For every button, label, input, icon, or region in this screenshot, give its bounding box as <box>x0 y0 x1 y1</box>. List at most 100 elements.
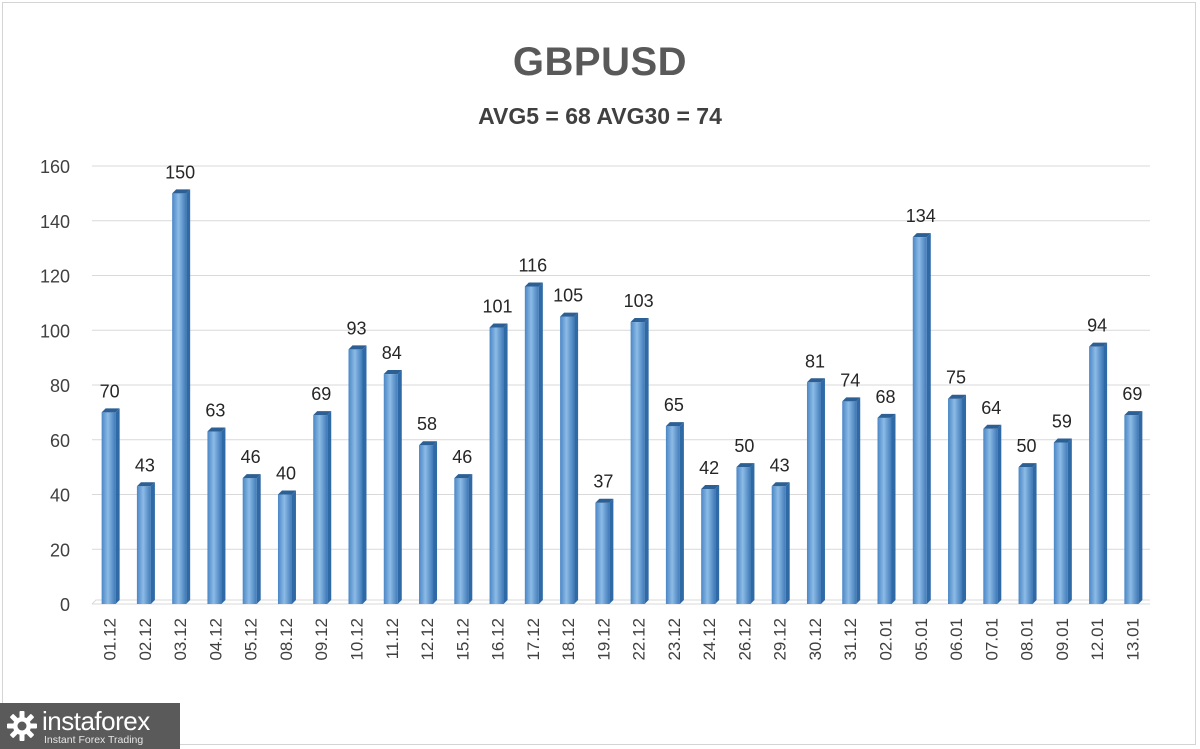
x-tick-label: 02.01 <box>877 618 896 661</box>
bar-side <box>115 408 120 604</box>
bar-front <box>101 412 116 604</box>
bar-top <box>207 427 226 432</box>
bar-side <box>574 312 579 604</box>
bar-front <box>842 401 857 604</box>
x-tick-label: 16.12 <box>489 618 508 661</box>
data-labels: 70 43 150 63 46 40 69 93 84 58 46 101 116 105 37 103 65 4… <box>100 162 1143 491</box>
y-axis-ticks: 0 20 40 60 80 100 120 140 160 <box>40 157 70 615</box>
data-label: 103 <box>624 291 654 311</box>
bar <box>983 424 1002 604</box>
bar-top <box>560 312 579 317</box>
bar-top <box>806 378 825 383</box>
bar-top <box>383 370 402 375</box>
bar-side <box>1103 342 1108 604</box>
bar <box>877 413 896 604</box>
x-tick-label: 10.12 <box>348 618 367 661</box>
data-label: 69 <box>311 384 331 404</box>
floor-edge <box>91 599 1150 605</box>
x-tick-label: 23.12 <box>665 618 684 661</box>
data-label: 42 <box>699 458 719 478</box>
bar-top <box>912 233 931 238</box>
logo-name: instaforex <box>42 706 150 736</box>
bar-front <box>701 489 716 604</box>
bar-front <box>912 237 927 605</box>
y-tick-label: 0 <box>60 595 70 615</box>
x-tick-label: 06.01 <box>947 618 966 661</box>
bar-top <box>1053 438 1072 443</box>
bar-side <box>785 482 790 604</box>
bar-front <box>348 349 363 604</box>
bar-side <box>221 427 226 604</box>
bar-side <box>750 463 755 604</box>
data-label: 69 <box>1122 384 1142 404</box>
data-label: 74 <box>840 370 860 390</box>
bar-top <box>419 441 438 446</box>
bar <box>454 474 473 604</box>
bar-side <box>856 397 861 604</box>
bar-side <box>962 394 967 604</box>
data-label: 70 <box>100 381 120 401</box>
bar-front <box>1089 346 1104 604</box>
bar-side <box>468 474 473 604</box>
bar-side <box>1138 411 1143 604</box>
x-tick-label: 22.12 <box>630 618 649 661</box>
bar-side <box>433 441 438 604</box>
x-tick-label: 07.01 <box>982 618 1001 661</box>
data-label: 46 <box>241 447 261 467</box>
bar-side <box>1067 438 1072 604</box>
data-label: 81 <box>805 351 825 371</box>
bar-top <box>842 397 861 402</box>
x-tick-label: 01.12 <box>101 618 120 661</box>
bar <box>595 498 614 604</box>
data-label: 59 <box>1052 411 1072 431</box>
x-tick-label: 05.12 <box>242 618 261 661</box>
bar <box>383 370 402 604</box>
bar <box>419 441 438 604</box>
x-tick-label: 09.12 <box>312 618 331 661</box>
x-tick-label: 04.12 <box>206 618 225 661</box>
bar <box>560 312 579 604</box>
bar-top <box>983 424 1002 429</box>
bar <box>489 323 508 604</box>
y-tick-label: 60 <box>50 431 70 451</box>
bar <box>771 482 790 604</box>
x-tick-label: 29.12 <box>771 618 790 661</box>
x-tick-label: 08.12 <box>277 618 296 661</box>
y-tick-label: 20 <box>50 540 70 560</box>
bar-top <box>242 474 261 479</box>
bar-side <box>926 233 931 605</box>
bar-side <box>891 413 896 604</box>
bar <box>207 427 226 604</box>
bar <box>313 411 332 604</box>
bar <box>1089 342 1108 604</box>
bar-side <box>820 378 825 604</box>
bar-side <box>327 411 332 604</box>
bar-front <box>771 486 786 604</box>
x-tick-label: 18.12 <box>559 618 578 661</box>
data-label: 105 <box>553 286 583 306</box>
x-tick-label: 12.12 <box>418 618 437 661</box>
bar <box>806 378 825 604</box>
data-label: 134 <box>906 206 936 226</box>
x-tick-label: 15.12 <box>453 618 472 661</box>
x-tick-label: 19.12 <box>594 618 613 661</box>
data-label: 64 <box>981 398 1001 418</box>
bar-front <box>877 417 892 604</box>
chart-title: GBPUSD <box>512 40 688 84</box>
data-label: 63 <box>205 401 225 421</box>
data-label: 94 <box>1087 316 1107 336</box>
data-label: 43 <box>770 455 790 475</box>
bar-front <box>172 193 187 604</box>
y-tick-label: 160 <box>40 157 70 177</box>
chart-subtitle: AVG5 = 68 AVG30 = 74 <box>478 103 722 129</box>
data-label: 101 <box>483 297 513 317</box>
data-label: 65 <box>664 395 684 415</box>
bar <box>665 422 684 604</box>
bar-front <box>595 502 610 604</box>
bar <box>736 463 755 604</box>
bar-front <box>454 478 469 604</box>
brand-logo[interactable]: instaforex Instant Forex Trading <box>0 703 180 749</box>
bar-top <box>665 422 684 427</box>
bar-front <box>489 327 504 604</box>
bar <box>1124 411 1143 604</box>
